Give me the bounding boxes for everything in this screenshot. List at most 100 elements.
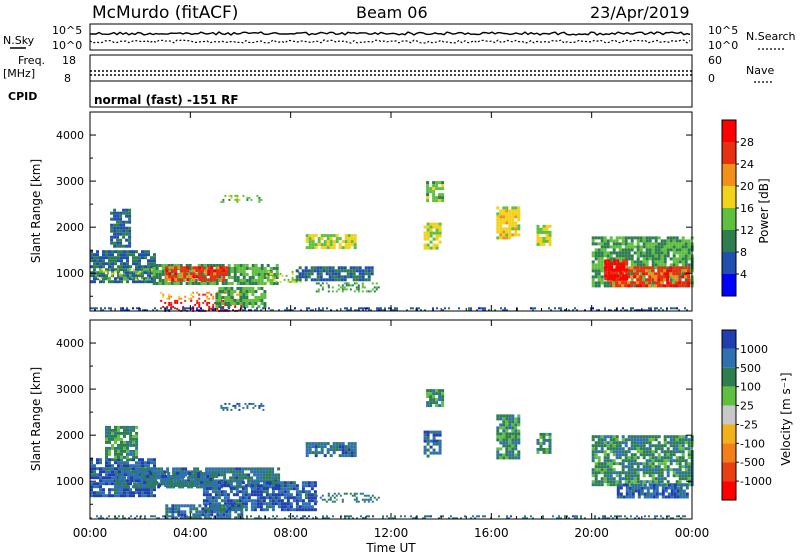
velocity-y-axis: 1000 2000 3000 4000 bbox=[56, 337, 692, 505]
data-patch bbox=[496, 206, 521, 240]
freq-label: Freq. bbox=[18, 54, 45, 67]
nave-label: Nave bbox=[746, 64, 774, 77]
cpid-panel: CPID normal (fast) -151 RF bbox=[8, 80, 693, 108]
cpid-label: CPID bbox=[8, 90, 37, 103]
noise-tick-high-right: 10^5 bbox=[708, 24, 738, 37]
colorbar-swatch bbox=[722, 330, 736, 349]
data-patch bbox=[536, 432, 552, 454]
power-x-axis bbox=[89, 112, 693, 311]
colorbar-tick-label: 500 bbox=[740, 362, 761, 375]
velocity-x-axis: 00:00 04:00 08:00 12:00 16:00 20:00 00:00 bbox=[73, 320, 709, 540]
data-patch bbox=[604, 259, 629, 281]
colorbar-swatch bbox=[722, 120, 736, 142]
data-patch bbox=[295, 266, 374, 282]
colorbar-swatch bbox=[722, 252, 736, 274]
data-patch bbox=[496, 414, 521, 460]
y-tick-label: 4000 bbox=[56, 129, 84, 142]
colorbar-swatch bbox=[722, 405, 736, 425]
colorbar-tick-label: 20 bbox=[740, 180, 754, 193]
noise-tick-low-right: 10^0 bbox=[708, 39, 738, 52]
freq-unit-label: [MHz] bbox=[3, 67, 35, 80]
nsky-label: N.Sky bbox=[3, 34, 35, 47]
velocity-y-label: Slant Range [km] bbox=[29, 367, 43, 471]
colorbar-tick-label: 25 bbox=[740, 400, 754, 413]
x-tick-label: 16:00 bbox=[474, 526, 509, 540]
noise-tick-low-left: 10^0 bbox=[52, 39, 82, 52]
colorbar-tick-label: 4 bbox=[740, 268, 747, 281]
colorbar-swatch bbox=[722, 481, 736, 500]
colorbar-tick-label: -100 bbox=[740, 437, 765, 450]
data-patch bbox=[423, 430, 442, 458]
colorbar-tick-label: 16 bbox=[740, 202, 754, 215]
nsky-trace bbox=[89, 31, 691, 36]
y-tick-label: 1000 bbox=[56, 475, 84, 488]
colorbar-tick-label: -1000 bbox=[740, 475, 772, 488]
y-tick-label: 3000 bbox=[56, 383, 84, 396]
y-tick-label: 2000 bbox=[56, 429, 84, 442]
cpid-text: normal (fast) -151 RF bbox=[94, 93, 239, 107]
colorbar-tick-label: 28 bbox=[740, 136, 754, 149]
colorbar-tick-label: 1000 bbox=[740, 343, 768, 356]
data-patch bbox=[220, 402, 265, 411]
power-panel: 1000 2000 3000 4000 Slant Range [km] 28 24 20… bbox=[29, 111, 771, 312]
data-patch bbox=[536, 224, 552, 246]
x-axis-label: Time UT bbox=[365, 541, 416, 554]
data-patch bbox=[90, 307, 688, 312]
colorbar-swatch bbox=[722, 274, 736, 296]
data-patch bbox=[426, 389, 445, 408]
power-colorbar-label: Power [dB] bbox=[757, 178, 771, 243]
nave-tick-low: 0 bbox=[708, 72, 715, 85]
nsearch-label: N.Search bbox=[746, 30, 796, 43]
data-patch bbox=[220, 194, 263, 203]
date-title: 23/Apr/2019 bbox=[590, 3, 690, 22]
data-patch bbox=[165, 504, 244, 520]
data-patch bbox=[95, 268, 153, 281]
data-patch bbox=[305, 234, 357, 250]
power-patches bbox=[90, 181, 694, 312]
colorbar-swatch bbox=[722, 424, 736, 444]
colorbar-tick-label: -25 bbox=[740, 418, 758, 431]
data-patch bbox=[202, 481, 317, 512]
colorbar-swatch bbox=[722, 367, 736, 387]
y-tick-label: 2000 bbox=[56, 221, 84, 234]
data-patch bbox=[110, 208, 132, 248]
data-patch bbox=[215, 287, 267, 308]
freq-tick-high: 18 bbox=[62, 54, 76, 67]
colorbar-swatch bbox=[722, 142, 736, 164]
noise-panel: N.Sky 10^5 10^0 10^5 10^0 N.Search bbox=[3, 23, 796, 52]
colorbar-swatch bbox=[722, 386, 736, 406]
velocity-colorbar-label: Velocity [m s⁻¹] bbox=[779, 372, 793, 465]
freq-tick-low: 8 bbox=[64, 72, 71, 85]
colorbar-tick-label: 8 bbox=[740, 246, 747, 259]
power-colorbar: 28 24 20 16 12 8 4 bbox=[721, 119, 754, 297]
colorbar-swatch bbox=[722, 462, 736, 482]
data-patch bbox=[426, 181, 445, 203]
colorbar-swatch bbox=[722, 230, 736, 252]
colorbar-tick-label: -500 bbox=[740, 456, 765, 469]
velocity-patches bbox=[90, 389, 694, 520]
colorbar-swatch bbox=[722, 348, 736, 368]
colorbar-swatch bbox=[722, 186, 736, 208]
noise-tick-high-left: 10^5 bbox=[52, 24, 82, 37]
frequency-panel: Freq. [MHz] 18 8 60 0 Nave bbox=[3, 54, 774, 85]
station-title: McMurdo (fitACF) bbox=[92, 3, 238, 23]
colorbar-swatch bbox=[722, 164, 736, 186]
y-tick-label: 1000 bbox=[56, 267, 84, 280]
beam-title: Beam 06 bbox=[356, 3, 428, 22]
y-tick-label: 3000 bbox=[56, 175, 84, 188]
colorbar-swatch bbox=[722, 443, 736, 463]
velocity-colorbar: 1000 500 100 25 -25 -100 -500 -1000 bbox=[721, 329, 772, 501]
power-y-axis: 1000 2000 3000 4000 bbox=[56, 129, 692, 297]
nsearch-trace bbox=[89, 39, 691, 44]
colorbar-tick-label: 24 bbox=[740, 158, 754, 171]
y-tick-label: 4000 bbox=[56, 337, 84, 350]
x-tick-label: 12:00 bbox=[374, 526, 409, 540]
data-patch bbox=[165, 266, 229, 282]
x-tick-label: 04:00 bbox=[173, 526, 208, 540]
data-patch bbox=[105, 425, 139, 459]
x-tick-label: 20:00 bbox=[574, 526, 609, 540]
data-patch bbox=[616, 483, 689, 499]
data-patch bbox=[90, 515, 686, 520]
data-patch bbox=[305, 442, 357, 458]
